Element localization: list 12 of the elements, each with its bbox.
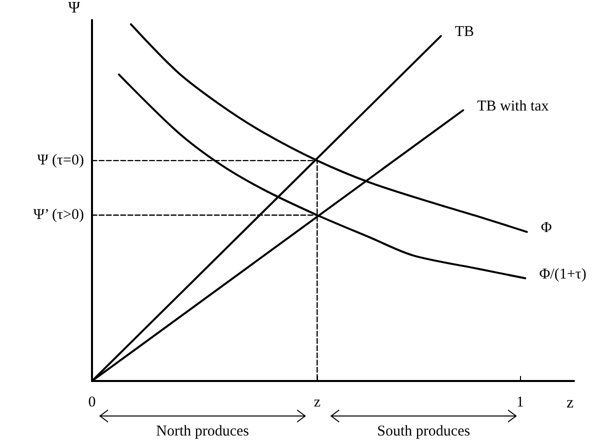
- y-axis-title: Ψ: [68, 0, 80, 16]
- annotation: Ψ’ (τ>0): [33, 207, 84, 224]
- series-label: Φ/(1+τ): [539, 266, 586, 282]
- x-tick-label: 1: [516, 394, 524, 410]
- series-label: TB with tax: [477, 98, 550, 114]
- x-tick-label: 0: [88, 394, 96, 410]
- text: South produces: [377, 424, 470, 440]
- series-label: Φ: [540, 220, 552, 236]
- text: North produces: [156, 424, 250, 440]
- annotation: Ψ (τ=0): [37, 152, 84, 169]
- x-tick-label: z: [314, 394, 321, 410]
- series-label: TB: [454, 24, 474, 40]
